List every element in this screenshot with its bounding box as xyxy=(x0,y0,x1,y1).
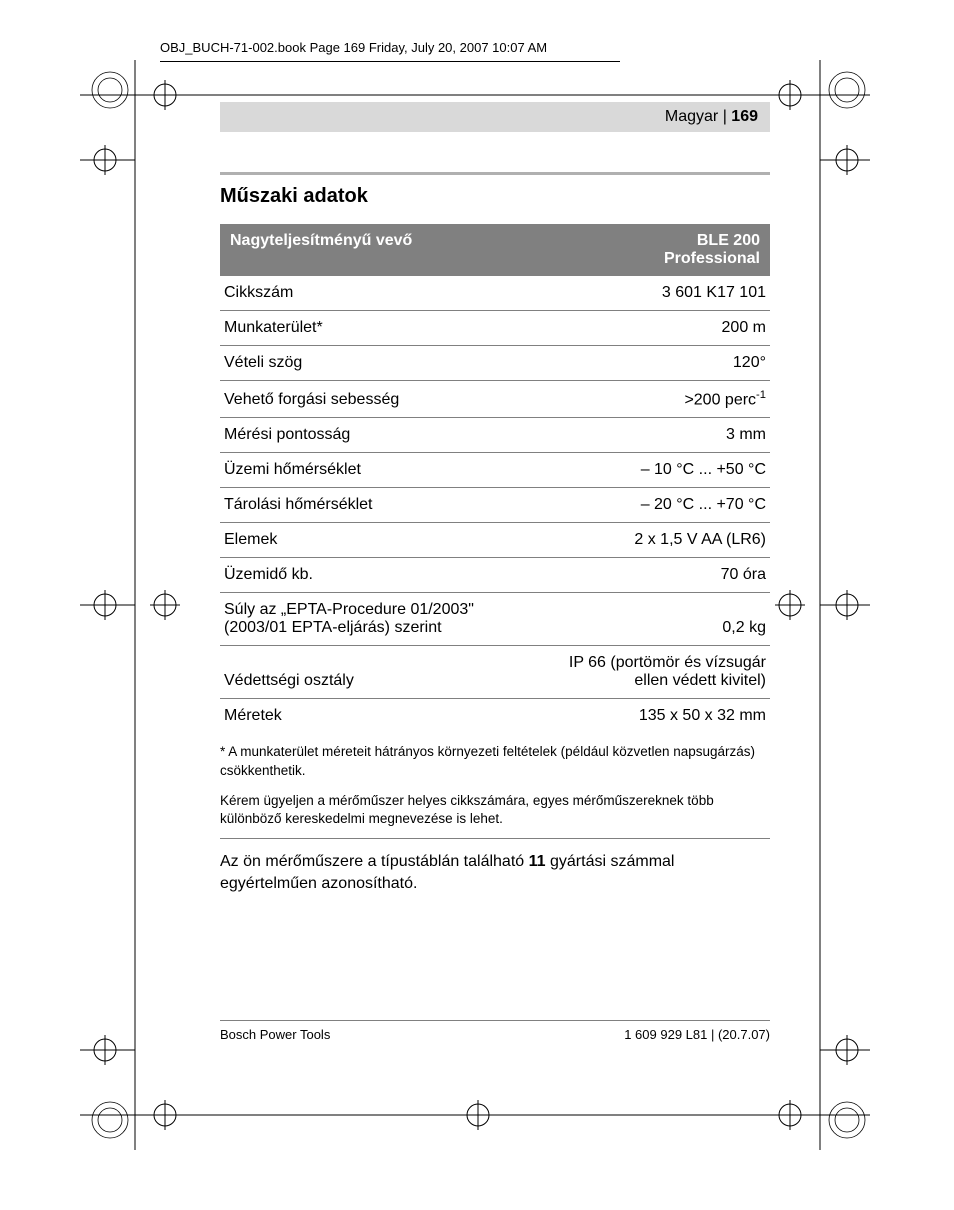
book-header: OBJ_BUCH-71-002.book Page 169 Friday, Ju… xyxy=(160,40,620,62)
language-header: Magyar | 169 xyxy=(220,102,770,132)
spec-label: Üzemidő kb. xyxy=(220,558,541,593)
spec-value: 70 óra xyxy=(541,558,770,593)
table-row: Üzemidő kb.70 óra xyxy=(220,558,770,593)
language-label: Magyar xyxy=(665,108,718,125)
spec-label: Munkaterület* xyxy=(220,311,541,346)
section-title: Műszaki adatok xyxy=(220,185,770,208)
spec-label: Védettségi osztály xyxy=(220,646,541,699)
spec-label: Méretek xyxy=(220,699,541,734)
footnote-1: * A munkaterület méreteit hátrányos körn… xyxy=(220,743,770,779)
spec-value: 3 601 K17 101 xyxy=(541,276,770,311)
spec-label: Tárolási hőmérséklet xyxy=(220,488,541,523)
spec-table: Nagyteljesítményű vevő BLE 200 Professio… xyxy=(220,224,770,733)
table-row: Vételi szög120° xyxy=(220,346,770,381)
table-header-left: Nagyteljesítményű vevő xyxy=(220,224,541,276)
footnote-2: Kérem ügyeljen a mérőműszer helyes cikks… xyxy=(220,792,770,828)
footer-left: Bosch Power Tools xyxy=(220,1027,330,1042)
spec-label: Vételi szög xyxy=(220,346,541,381)
spec-value: 2 x 1,5 V AA (LR6) xyxy=(541,523,770,558)
spec-value: 120° xyxy=(541,346,770,381)
table-row: Munkaterület*200 m xyxy=(220,311,770,346)
spec-label: Cikkszám xyxy=(220,276,541,311)
table-row: Elemek2 x 1,5 V AA (LR6) xyxy=(220,523,770,558)
section-rule xyxy=(220,172,770,175)
table-row: Tárolási hőmérséklet– 20 °C ... +70 °C xyxy=(220,488,770,523)
table-row: Üzemi hőmérséklet– 10 °C ... +50 °C xyxy=(220,453,770,488)
spec-value: IP 66 (portömör és vízsugár ellen védett… xyxy=(541,646,770,699)
table-row: Mérési pontosság3 mm xyxy=(220,418,770,453)
table-row: Védettségi osztályIP 66 (portömör és víz… xyxy=(220,646,770,699)
table-row: Méretek135 x 50 x 32 mm xyxy=(220,699,770,734)
content-area: Magyar | 169 Műszaki adatok Nagyteljesít… xyxy=(220,102,770,894)
page-footer: Bosch Power Tools 1 609 929 L81 | (20.7.… xyxy=(220,1020,770,1042)
spec-label: Mérési pontosság xyxy=(220,418,541,453)
table-row: Cikkszám3 601 K17 101 xyxy=(220,276,770,311)
separator: | xyxy=(718,108,731,125)
table-header-right: BLE 200 Professional xyxy=(541,224,770,276)
spec-value: – 20 °C ... +70 °C xyxy=(541,488,770,523)
spec-value: 200 m xyxy=(541,311,770,346)
spec-value: 135 x 50 x 32 mm xyxy=(541,699,770,734)
body-text: Az ön mérőműszere a típustáblán találhat… xyxy=(220,851,770,894)
table-row: Vehető forgási sebesség>200 perc-1 xyxy=(220,381,770,418)
spec-value: 0,2 kg xyxy=(541,593,770,646)
note-rule xyxy=(220,838,770,839)
page-number: 169 xyxy=(731,108,758,125)
spec-label: Üzemi hőmérséklet xyxy=(220,453,541,488)
table-row: Súly az „EPTA-Procedure 01/2003" (2003/0… xyxy=(220,593,770,646)
spec-label: Súly az „EPTA-Procedure 01/2003" (2003/0… xyxy=(220,593,541,646)
spec-value: >200 perc-1 xyxy=(541,381,770,418)
spec-value: – 10 °C ... +50 °C xyxy=(541,453,770,488)
spec-label: Elemek xyxy=(220,523,541,558)
footer-right: 1 609 929 L81 | (20.7.07) xyxy=(624,1027,770,1042)
spec-value: 3 mm xyxy=(541,418,770,453)
spec-label: Vehető forgási sebesség xyxy=(220,381,541,418)
